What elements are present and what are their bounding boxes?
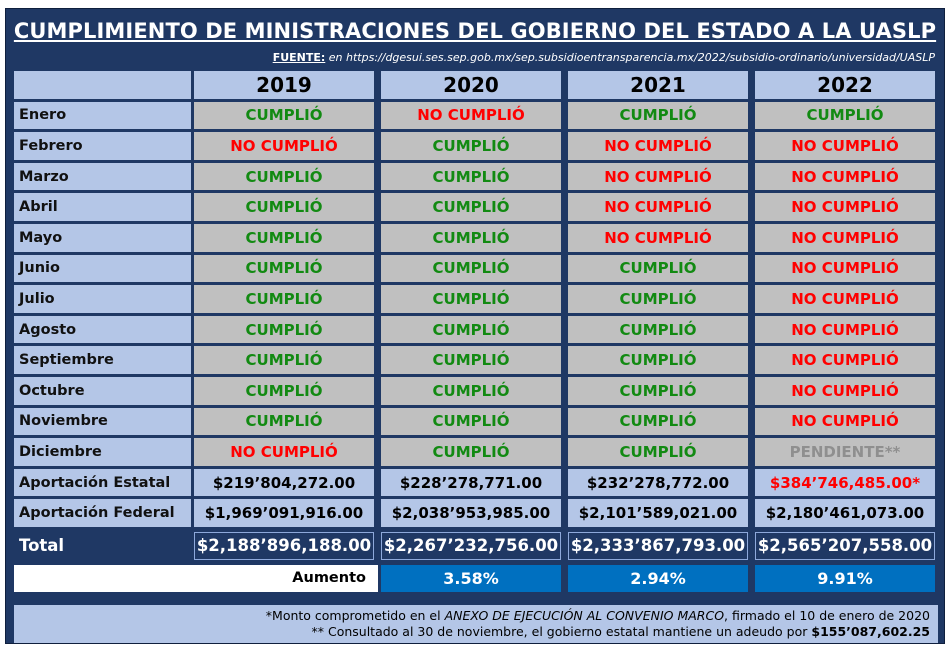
year-header-2021: 2021 [568, 71, 748, 99]
status-cell: NO CUMPLIÓ [755, 162, 935, 191]
status-cell: CUMPLIÓ [381, 132, 561, 160]
estatal-label: Aportación Estatal [14, 468, 191, 497]
month-label: Septiembre [14, 346, 191, 374]
federal-value: $2,180’461,073.00 [755, 499, 935, 527]
federal-value: $2,038’953,985.00 [381, 499, 561, 527]
year-header-2022: 2022 [755, 71, 935, 99]
month-label: Diciembre [14, 438, 191, 466]
status-cell: NO CUMPLIÓ [568, 162, 748, 191]
status-cell: CUMPLIÓ [194, 407, 374, 436]
increase-value: 2.94% [568, 564, 748, 593]
status-cell: CUMPLIÓ [194, 285, 374, 313]
month-label: Abril [14, 193, 191, 221]
source-line: FUENTE: en https://dgesui.ses.sep.gob.mx… [273, 51, 935, 64]
status-cell: NO CUMPLIÓ [568, 193, 748, 221]
federal-value: $2,101’589,021.00 [568, 499, 748, 527]
month-label: Febrero [14, 132, 191, 160]
source-url: en https://dgesui.ses.sep.gob.mx/sep.sub… [325, 51, 935, 64]
status-cell: CUMPLIÓ [568, 101, 748, 130]
year-header-2020: 2020 [381, 71, 561, 99]
estatal-value: $228’278,771.00 [381, 468, 561, 497]
footnote-2: ** Consultado al 30 de noviembre, el gob… [311, 624, 931, 639]
status-cell: CUMPLIÓ [194, 254, 374, 283]
status-cell: CUMPLIÓ [568, 377, 748, 405]
status-cell: CUMPLIÓ [755, 101, 935, 130]
estatal-value: $232’278,772.00 [568, 468, 748, 497]
month-label: Enero [14, 101, 191, 130]
status-cell: CUMPLIÓ [568, 285, 748, 313]
month-label: Agosto [14, 315, 191, 344]
estatal-value: $384’746,485.00* [755, 468, 935, 497]
status-cell: CUMPLIÓ [381, 285, 561, 313]
status-cell: NO CUMPLIÓ [381, 101, 561, 130]
federal-value: $1,969’091,916.00 [194, 499, 374, 527]
status-cell: CUMPLIÓ [381, 193, 561, 221]
total-value: $2,565’207,558.00 [755, 532, 935, 560]
status-cell: CUMPLIÓ [194, 162, 374, 191]
status-cell: NO CUMPLIÓ [194, 132, 374, 160]
header-blank [14, 71, 191, 99]
status-cell: CUMPLIÓ [568, 407, 748, 436]
status-cell: CUMPLIÓ [568, 254, 748, 283]
status-cell: NO CUMPLIÓ [755, 377, 935, 405]
month-label: Marzo [14, 162, 191, 191]
source-label: FUENTE: [272, 51, 326, 64]
status-cell: CUMPLIÓ [381, 346, 561, 374]
status-cell: CUMPLIÓ [381, 162, 561, 191]
status-cell: NO CUMPLIÓ [755, 346, 935, 374]
status-cell: CUMPLIÓ [568, 346, 748, 374]
status-cell: CUMPLIÓ [194, 346, 374, 374]
report-frame: CUMPLIMIENTO DE MINISTRACIONES DEL GOBIE… [5, 8, 945, 644]
footnotes: *Monto comprometido en el ANEXO DE EJECU… [14, 605, 938, 643]
month-label: Julio [14, 285, 191, 313]
status-cell: CUMPLIÓ [381, 254, 561, 283]
status-cell: CUMPLIÓ [194, 101, 374, 130]
status-cell: CUMPLIÓ [194, 377, 374, 405]
month-label: Noviembre [14, 407, 191, 436]
status-cell: NO CUMPLIÓ [755, 254, 935, 283]
status-cell: CUMPLIÓ [568, 315, 748, 344]
month-label: Octubre [14, 377, 191, 405]
footnote-1: *Monto comprometido en el ANEXO DE EJECU… [265, 608, 930, 623]
total-value: $2,267’232,756.00 [381, 532, 561, 560]
status-cell: CUMPLIÓ [194, 315, 374, 344]
total-value: $2,188’896,188.00 [194, 532, 374, 560]
status-cell: CUMPLIÓ [381, 377, 561, 405]
status-cell: NO CUMPLIÓ [755, 132, 935, 160]
month-label: Mayo [14, 224, 191, 252]
status-cell: CUMPLIÓ [568, 438, 748, 466]
status-cell: NO CUMPLIÓ [568, 224, 748, 252]
status-cell: NO CUMPLIÓ [755, 407, 935, 436]
increase-value: 9.91% [755, 564, 935, 593]
status-cell: NO CUMPLIÓ [568, 132, 748, 160]
status-cell: NO CUMPLIÓ [755, 315, 935, 344]
total-label: Total [14, 532, 191, 560]
status-cell: NO CUMPLIÓ [755, 285, 935, 313]
status-cell: CUMPLIÓ [381, 438, 561, 466]
status-cell: CUMPLIÓ [381, 224, 561, 252]
status-cell: CUMPLIÓ [381, 315, 561, 344]
year-header-2019: 2019 [194, 71, 374, 99]
status-cell: NO CUMPLIÓ [755, 193, 935, 221]
total-value: $2,333’867,793.00 [568, 532, 748, 560]
status-cell: NO CUMPLIÓ [194, 438, 374, 466]
status-cell: CUMPLIÓ [194, 193, 374, 221]
status-cell: CUMPLIÓ [381, 407, 561, 436]
estatal-value: $219’804,272.00 [194, 468, 374, 497]
status-cell: NO CUMPLIÓ [755, 224, 935, 252]
federal-label: Aportación Federal [14, 499, 191, 527]
month-label: Junio [14, 254, 191, 283]
report-title: CUMPLIMIENTO DE MINISTRACIONES DEL GOBIE… [13, 19, 937, 43]
status-cell: CUMPLIÓ [194, 224, 374, 252]
increase-value: 3.58% [381, 564, 561, 593]
increase-label: Aumento [14, 564, 378, 593]
status-cell: PENDIENTE** [755, 438, 935, 466]
